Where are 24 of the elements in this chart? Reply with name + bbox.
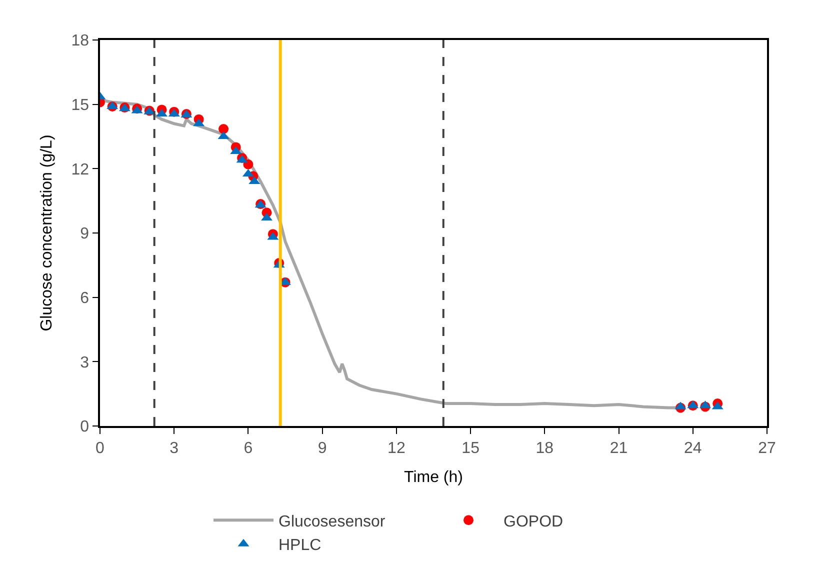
y-tick-label: 6 — [80, 290, 90, 307]
x-tick-label: 12 — [388, 440, 406, 457]
legend-label: GOPOD — [504, 513, 564, 530]
point — [218, 124, 229, 134]
x-tick-label: 6 — [244, 440, 253, 457]
x-tick-label: 0 — [96, 440, 105, 457]
y-tick-label: 12 — [71, 161, 90, 178]
y-tick-label: 9 — [80, 226, 90, 243]
x-tick-label: 9 — [318, 440, 327, 457]
y-axis-title: Glucose concentration (g/L) — [38, 134, 56, 332]
x-tick-label: 27 — [758, 440, 776, 457]
legend-label: HPLC — [278, 537, 322, 554]
x-tick-label: 18 — [536, 440, 554, 457]
x-axis-title: Time (h) — [404, 469, 463, 486]
legend-label: Glucosesensor — [278, 513, 386, 530]
x-tick-label: 21 — [610, 440, 628, 457]
x-tick-label: 24 — [684, 440, 702, 457]
y-tick-label: 0 — [80, 418, 90, 436]
point — [243, 159, 254, 170]
x-tick-label: 15 — [462, 440, 480, 457]
y-tick-label: 18 — [71, 32, 90, 50]
y-tick-label: 3 — [80, 354, 90, 372]
y-tick-label: 15 — [71, 96, 90, 114]
x-tick-label: 3 — [170, 440, 179, 457]
